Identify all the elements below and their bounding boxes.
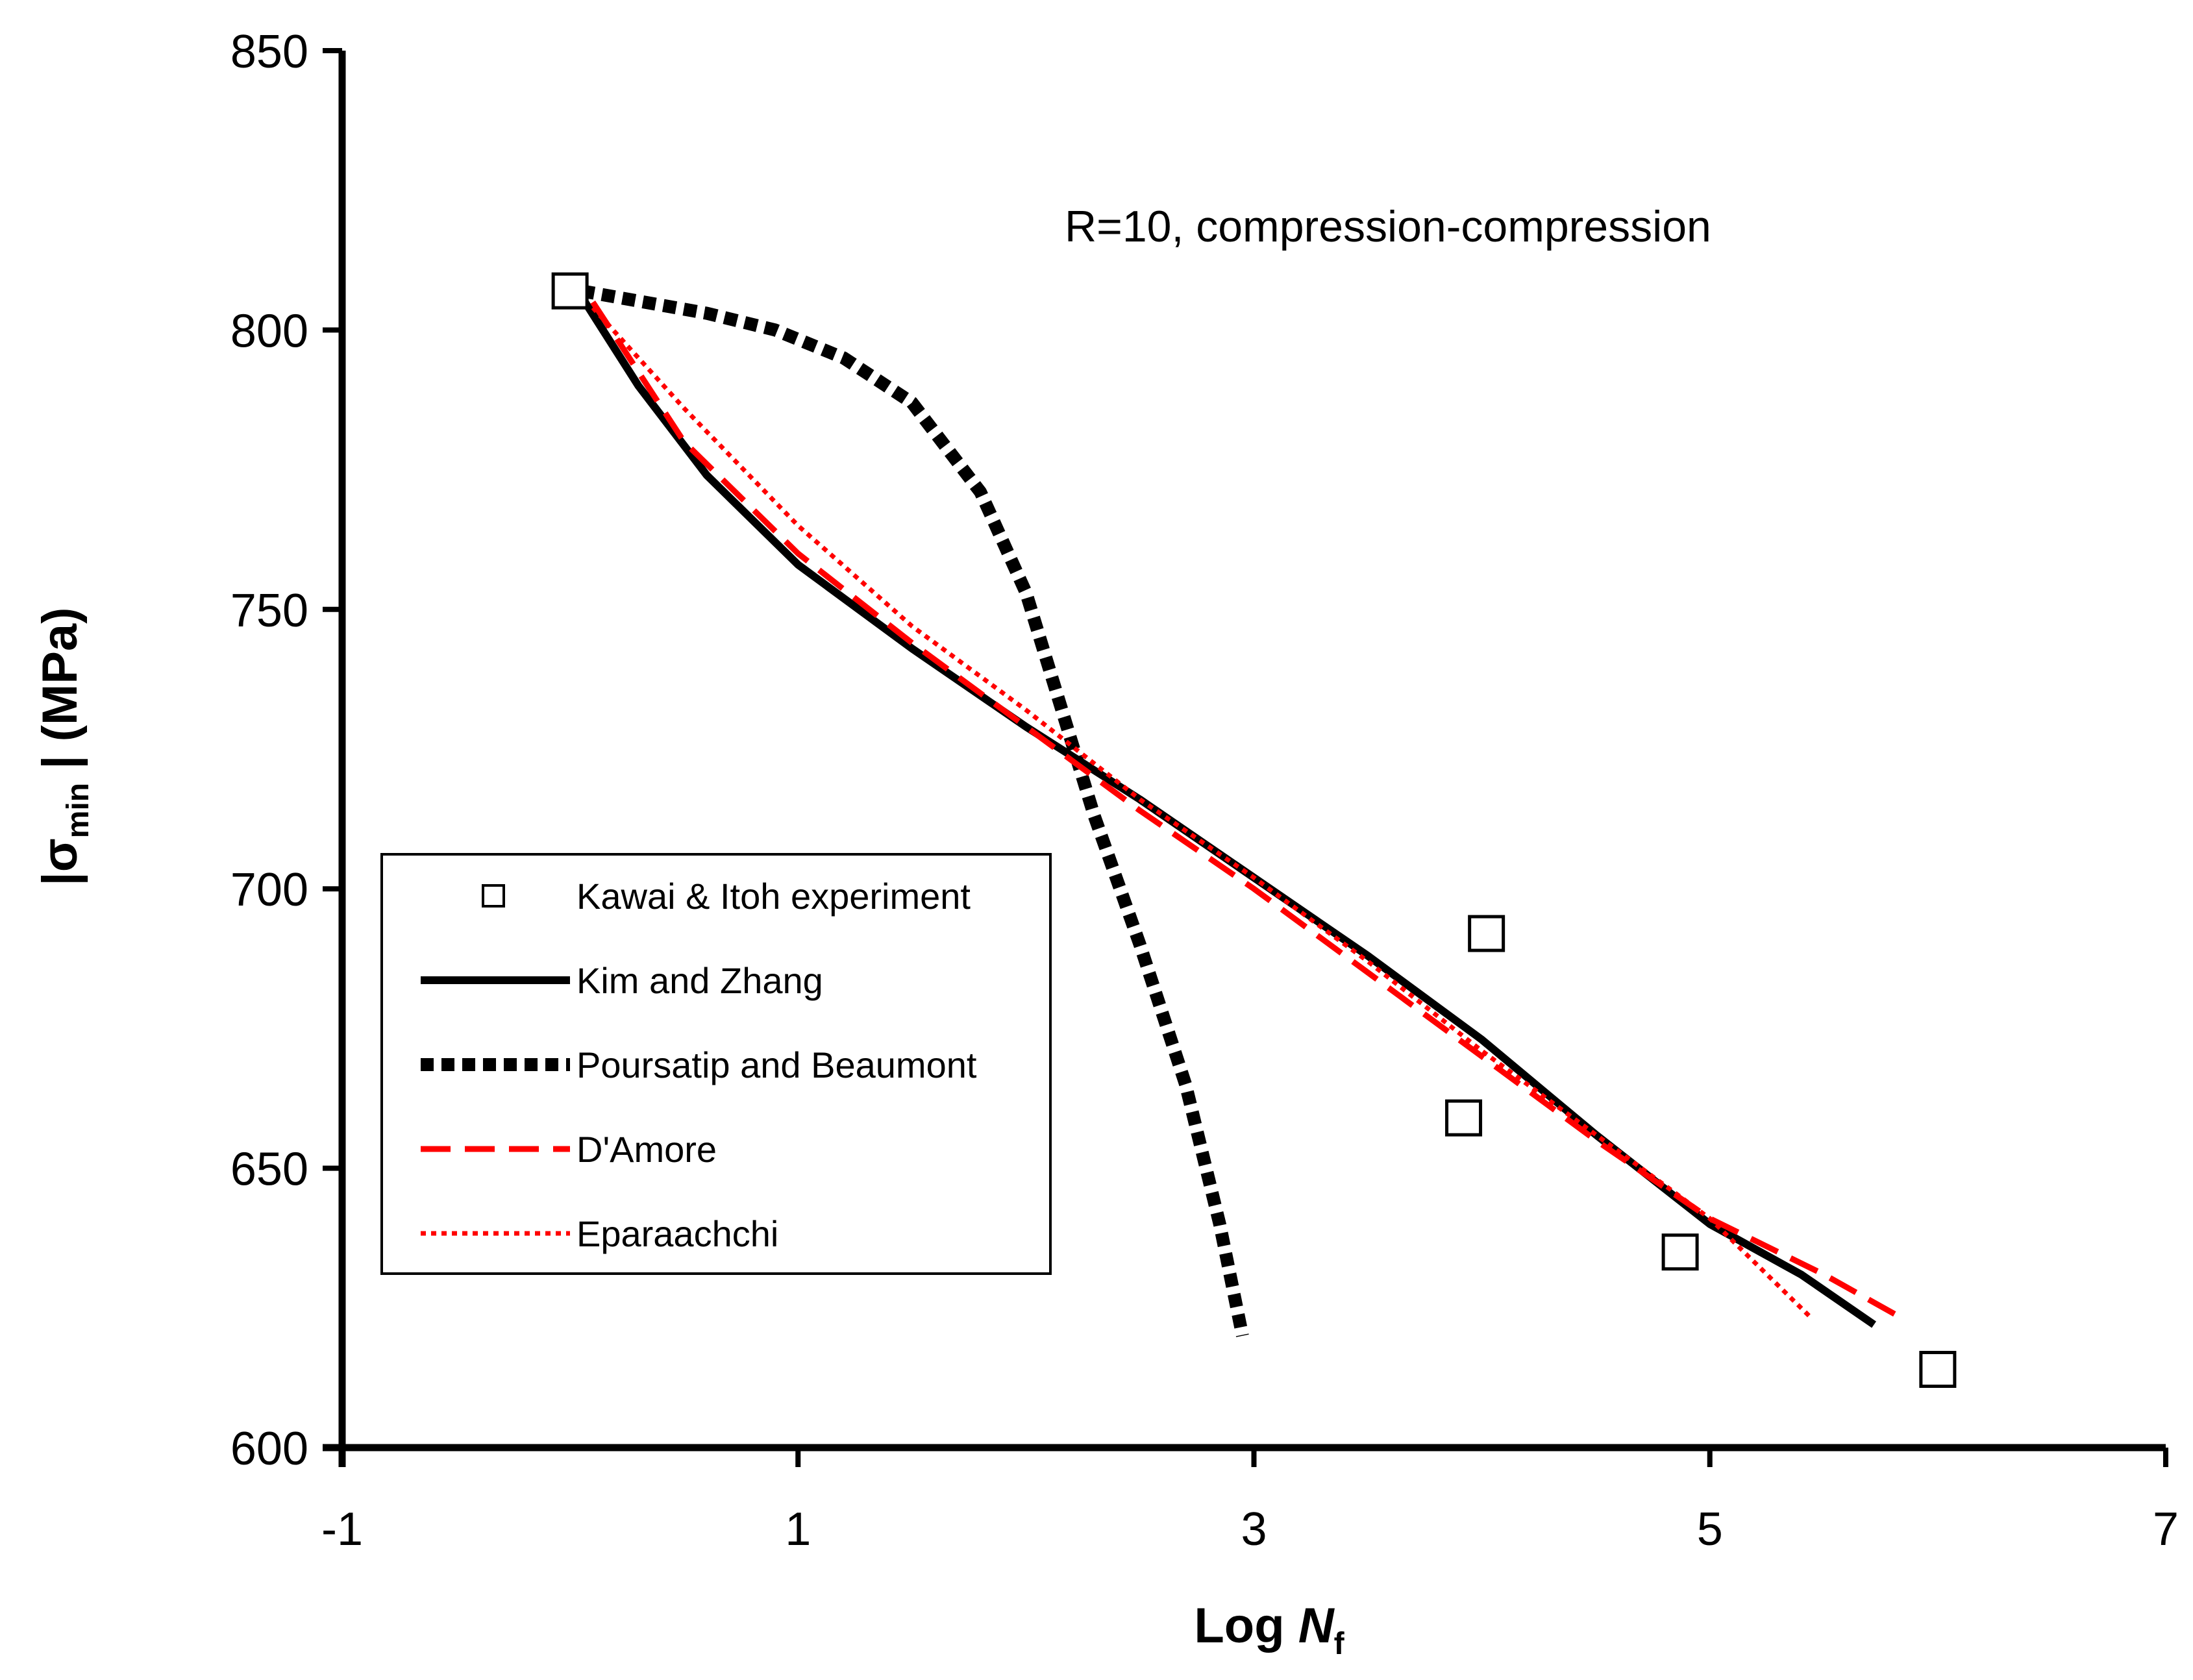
legend-label: Poursatip and Beaumont (576, 1044, 977, 1085)
axes (323, 48, 2168, 1467)
series-line (578, 294, 1877, 1328)
data-point-marker (1919, 1350, 1957, 1388)
y-tick-label: 700 (230, 864, 308, 916)
legend-label: Kim and Zhang (576, 960, 823, 1001)
legend-marker (482, 884, 505, 908)
data-point-marker (1661, 1233, 1699, 1271)
y-axis-title-suffix: | (MPa) (32, 608, 88, 783)
data-point-marker (551, 272, 589, 310)
chart-annotation: R=10, compression-compression (1065, 202, 1711, 251)
x-tick-label: 1 (785, 1503, 811, 1555)
series-layer (551, 272, 1957, 1388)
x-tick-label: 5 (1697, 1503, 1723, 1555)
x-tick-label: -1 (321, 1503, 363, 1555)
y-tick-label: 750 (230, 585, 308, 637)
x-axis-title: Log Nf (1194, 1598, 1344, 1661)
legend: Kawai & Itoh experiment Kim and Zhang Pour… (380, 853, 1052, 1275)
y-axis-title-prefix: |σ (32, 838, 88, 885)
y-tick-label: 850 (230, 26, 308, 78)
x-axis-title-main: Log (1194, 1598, 1298, 1653)
series-line (580, 284, 1249, 1337)
tick-labels: 600 650 700 750 800 850 -1 1 3 5 7 (230, 26, 2179, 1555)
legend-label: D'Amore (576, 1129, 717, 1170)
data-point-marker (1468, 915, 1505, 952)
y-axis-title: |σmin | (MPa) (32, 608, 95, 886)
x-axis-title-subscript: f (1334, 1627, 1345, 1661)
legend-label: Kawai & Itoh experiment (576, 876, 971, 917)
y-axis-title-subscript: min (61, 783, 95, 838)
x-tick-label: 3 (1241, 1503, 1267, 1555)
series-markers (551, 272, 1957, 1388)
y-tick-label: 600 (230, 1423, 308, 1475)
series-line (591, 306, 1815, 1321)
y-tick-label: 800 (230, 305, 308, 357)
legend-items: Kawai & Itoh experiment Kim and Zhang Pour… (421, 876, 977, 1254)
series-line (590, 300, 1905, 1322)
legend-label: Eparaachchi (576, 1213, 778, 1254)
data-point-marker (1445, 1099, 1483, 1137)
y-tick-label: 650 (230, 1144, 308, 1196)
x-axis-title-variable: N (1298, 1598, 1335, 1653)
x-tick-label: 7 (2153, 1503, 2179, 1555)
